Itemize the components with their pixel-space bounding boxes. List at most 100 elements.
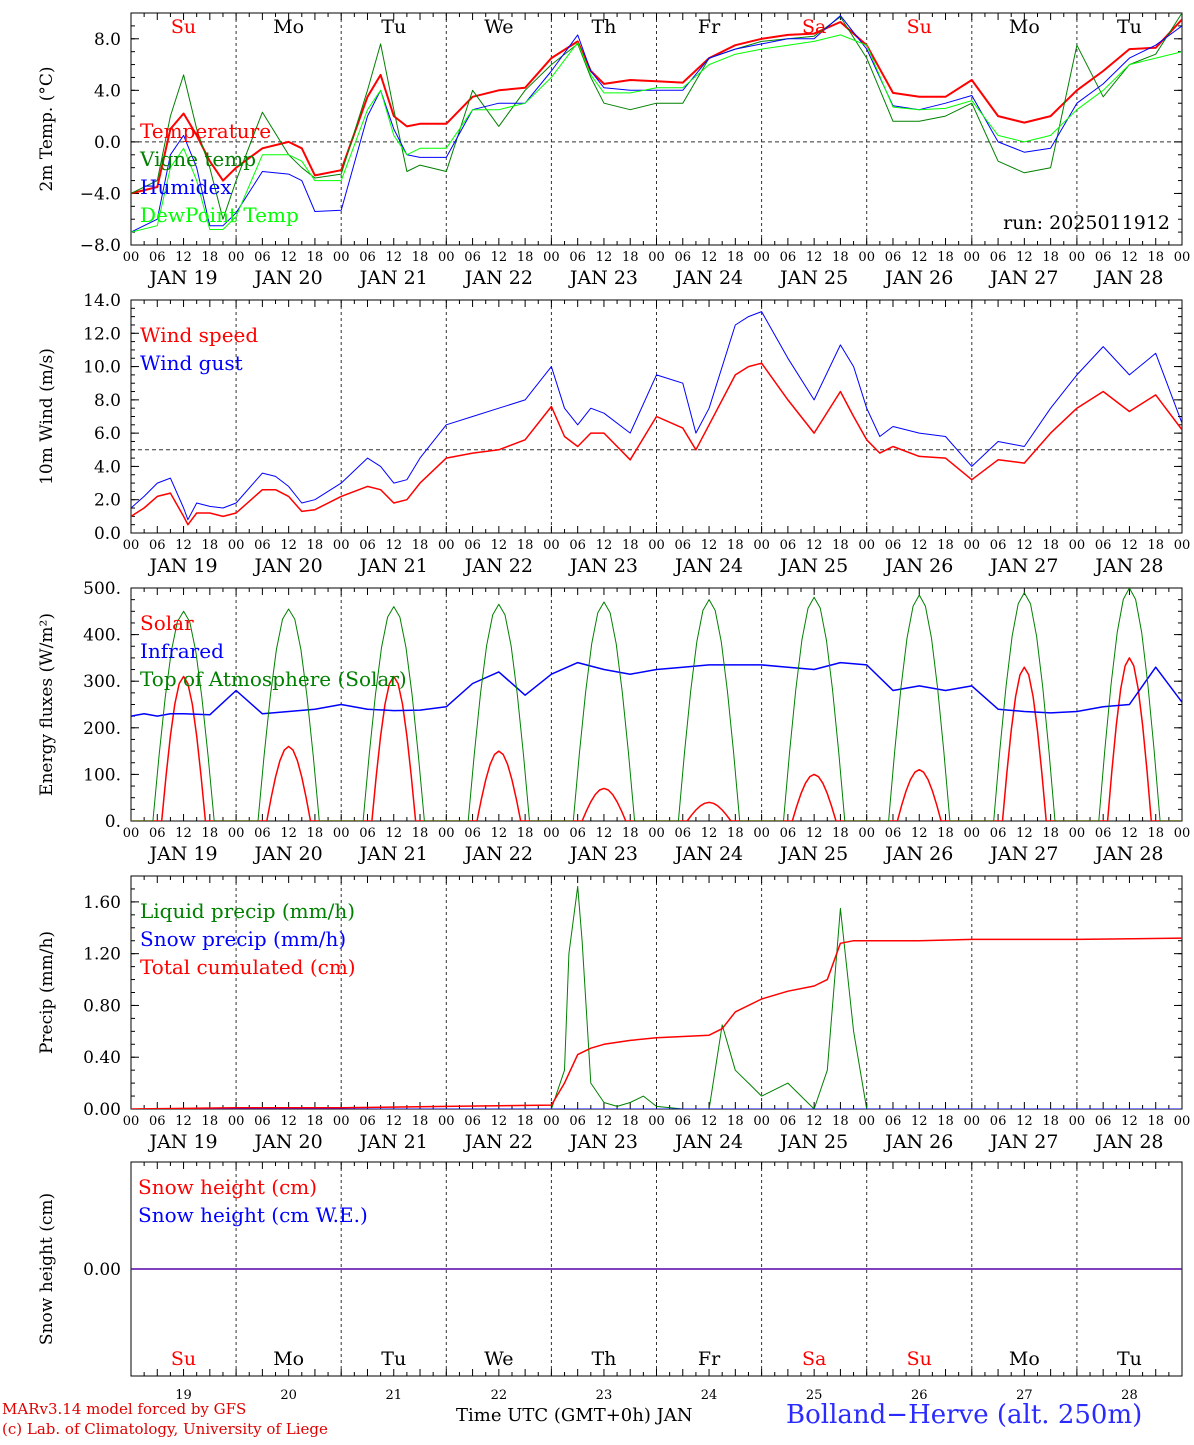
x-day-label: JAN 23 xyxy=(568,555,638,577)
x-day-number: 24 xyxy=(701,1388,718,1403)
legend-entry: Top of Atmosphere (Solar) xyxy=(140,667,407,691)
x-day-label: JAN 20 xyxy=(253,267,323,289)
x-day-label: JAN 28 xyxy=(1093,267,1163,289)
legend-entry: Total cumulated (cm) xyxy=(140,955,356,979)
x-hour-label: 18 xyxy=(622,250,639,265)
x-hour-label: 18 xyxy=(727,826,744,841)
x-day-number: 26 xyxy=(911,1388,928,1403)
x-hour-label: 06 xyxy=(149,1114,166,1129)
x-hour-label: 18 xyxy=(1042,538,1059,553)
weekday-label: We xyxy=(484,1348,513,1370)
x-day-number: 19 xyxy=(175,1388,192,1403)
x-hour-label: 12 xyxy=(596,1114,613,1129)
x-hour-label: 12 xyxy=(911,826,928,841)
weekday-label: Su xyxy=(171,1348,196,1370)
x-hour-label: 06 xyxy=(464,250,481,265)
x-day-label: JAN 24 xyxy=(673,555,743,577)
weekday-label: Th xyxy=(591,1348,616,1370)
x-hour-label: 18 xyxy=(412,538,429,553)
x-day-label: JAN 24 xyxy=(673,843,743,865)
x-hour-label: 12 xyxy=(806,250,823,265)
x-hour-label: 12 xyxy=(385,1114,402,1129)
x-day-label: JAN 28 xyxy=(1093,1131,1163,1153)
wind-y-axis-label: 10m Wind (m/s) xyxy=(37,348,57,485)
x-hour-label: 00 xyxy=(1174,1114,1191,1129)
x-hour-label: 18 xyxy=(1147,250,1164,265)
x-hour-label: 18 xyxy=(832,1114,849,1129)
x-hour-label: 00 xyxy=(858,538,875,553)
x-hour-label: 18 xyxy=(412,250,429,265)
x-hour-label: 18 xyxy=(832,538,849,553)
x-hour-label: 12 xyxy=(911,250,928,265)
x-hour-label: 18 xyxy=(1042,1114,1059,1129)
series-line-dewpoint-temp xyxy=(131,34,1182,233)
x-hour-label: 00 xyxy=(123,826,140,841)
x-hour-label: 18 xyxy=(517,538,534,553)
x-hour-label: 06 xyxy=(990,250,1007,265)
x-hour-label: 06 xyxy=(254,1114,271,1129)
x-hour-label: 00 xyxy=(1069,826,1086,841)
x-day-label: JAN 25 xyxy=(778,1131,848,1153)
x-day-number: 22 xyxy=(491,1388,508,1403)
x-day-label: JAN 23 xyxy=(568,267,638,289)
weekday-label: Su xyxy=(907,16,932,38)
x-hour-label: 12 xyxy=(701,250,718,265)
x-day-number: 27 xyxy=(1016,1388,1033,1403)
x-hour-label: 06 xyxy=(149,538,166,553)
x-hour-label: 12 xyxy=(385,826,402,841)
x-hour-label: 06 xyxy=(359,538,376,553)
weekday-label: We xyxy=(484,16,513,38)
x-hour-label: 00 xyxy=(1174,250,1191,265)
x-day-label: JAN 26 xyxy=(883,267,953,289)
legend-entry: Snow height (cm) xyxy=(138,1175,317,1199)
x-hour-label: 00 xyxy=(438,250,455,265)
x-hour-label: 06 xyxy=(990,1114,1007,1129)
x-day-number: 28 xyxy=(1121,1388,1138,1403)
x-hour-label: 00 xyxy=(123,250,140,265)
weekday-label: Sa xyxy=(802,16,826,38)
x-hour-label: 18 xyxy=(937,538,954,553)
x-hour-label: 00 xyxy=(858,250,875,265)
x-hour-label: 12 xyxy=(1016,1114,1033,1129)
x-day-label: JAN 19 xyxy=(147,267,217,289)
x-day-label: JAN 26 xyxy=(883,843,953,865)
x-day-label: JAN 26 xyxy=(883,555,953,577)
x-hour-label: 18 xyxy=(1147,538,1164,553)
y-tick-label: 0.00 xyxy=(83,1260,121,1280)
y-tick-label: 300. xyxy=(83,672,121,692)
x-day-label: JAN 22 xyxy=(463,267,533,289)
x-hour-label: 06 xyxy=(780,826,797,841)
x-hour-label: 00 xyxy=(1069,250,1086,265)
x-hour-label: 06 xyxy=(359,250,376,265)
x-hour-label: 00 xyxy=(438,538,455,553)
weekday-label: Fr xyxy=(698,1348,721,1370)
x-hour-label: 12 xyxy=(806,538,823,553)
x-hour-label: 12 xyxy=(1121,826,1138,841)
x-hour-label: 00 xyxy=(1174,826,1191,841)
x-hour-label: 06 xyxy=(149,250,166,265)
weekday-label: Tu xyxy=(381,1348,406,1370)
x-hour-label: 00 xyxy=(543,250,560,265)
x-hour-label: 18 xyxy=(1147,826,1164,841)
y-tick-label: 4.0 xyxy=(94,457,121,477)
x-day-label: JAN 19 xyxy=(147,1131,217,1153)
x-hour-label: 06 xyxy=(885,826,902,841)
x-day-label: JAN 23 xyxy=(568,1131,638,1153)
weekday-label: Tu xyxy=(1117,16,1142,38)
x-hour-label: 06 xyxy=(885,250,902,265)
x-hour-label: 12 xyxy=(1121,250,1138,265)
x-day-label: JAN 21 xyxy=(358,267,428,289)
station-name: Bolland−Herve (alt. 250m) xyxy=(786,1400,1143,1430)
x-hour-label: 18 xyxy=(1042,826,1059,841)
x-hour-label: 12 xyxy=(280,538,297,553)
weekday-label: Mo xyxy=(1009,16,1040,38)
weekday-label: Su xyxy=(171,16,196,38)
x-hour-label: 00 xyxy=(964,538,981,553)
x-day-label: JAN 20 xyxy=(253,1131,323,1153)
series-line-infrared xyxy=(131,661,1182,717)
x-day-label: JAN 25 xyxy=(778,555,848,577)
precip-series-group xyxy=(131,885,1182,1109)
legend-entry: DewPoint Temp xyxy=(140,203,299,227)
x-hour-label: 06 xyxy=(254,826,271,841)
x-hour-label: 00 xyxy=(543,1114,560,1129)
